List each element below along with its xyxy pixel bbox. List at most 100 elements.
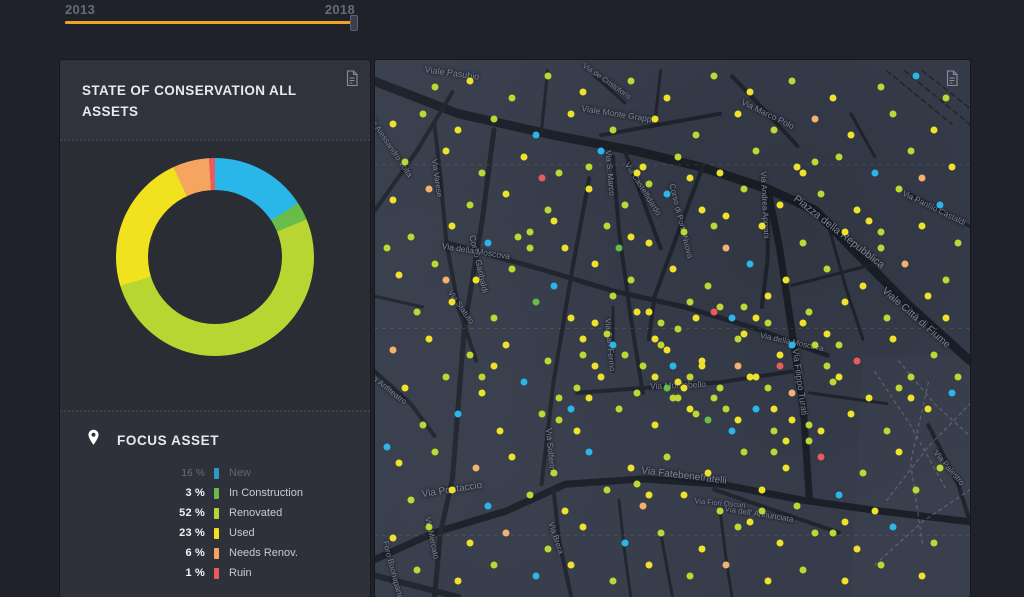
asset-dot[interactable] [799,319,807,327]
asset-dot[interactable] [877,83,885,91]
asset-dot[interactable] [716,303,724,311]
asset-dot[interactable] [817,453,825,461]
asset-dot[interactable] [829,529,837,537]
asset-dot[interactable] [639,163,647,171]
asset-dot[interactable] [579,335,587,343]
asset-dot[interactable] [764,292,772,300]
asset-dot[interactable] [936,464,944,472]
asset-dot[interactable] [764,577,772,585]
asset-dot[interactable] [395,271,403,279]
asset-dot[interactable] [770,405,778,413]
asset-dot[interactable] [698,362,706,370]
asset-dot[interactable] [567,314,575,322]
asset-dot[interactable] [734,362,742,370]
asset-dot[interactable] [680,384,688,392]
asset-dot[interactable] [567,110,575,118]
asset-dot[interactable] [746,373,754,381]
asset-dot[interactable] [532,131,540,139]
asset-dot[interactable] [698,545,706,553]
asset-dot[interactable] [930,539,938,547]
asset-dot[interactable] [585,163,593,171]
asset-dot[interactable] [811,341,819,349]
asset-dot[interactable] [645,180,653,187]
asset-dot[interactable] [627,233,635,241]
asset-dot[interactable] [663,346,671,354]
asset-dot[interactable] [805,421,813,429]
asset-dot[interactable] [454,410,462,418]
asset-dot[interactable] [841,298,849,306]
asset-dot[interactable] [811,158,819,166]
asset-dot[interactable] [883,314,891,322]
asset-dot[interactable] [740,330,748,338]
asset-dot[interactable] [425,185,433,193]
asset-dot[interactable] [841,518,849,526]
asset-dot[interactable] [752,314,760,322]
asset-dot[interactable] [728,314,736,322]
asset-dot[interactable] [603,222,611,230]
legend-row-renovated[interactable]: 52 % Renovated [60,503,370,523]
asset-dot[interactable] [710,72,718,80]
asset-dot[interactable] [788,416,795,424]
asset-dot[interactable] [918,572,926,580]
asset-dot[interactable] [788,389,795,397]
asset-dot[interactable] [776,362,784,370]
asset-dot[interactable] [389,196,397,204]
asset-dot[interactable] [383,244,391,252]
asset-dot[interactable] [419,421,427,429]
asset-dot[interactable] [674,153,682,161]
asset-dot[interactable] [431,260,438,268]
timeline-handle[interactable] [350,15,358,31]
asset-dot[interactable] [829,94,837,102]
asset-dot[interactable] [770,448,778,456]
asset-dot[interactable] [734,523,742,531]
asset-dot[interactable] [478,373,486,381]
asset-dot[interactable] [544,357,552,365]
asset-dot[interactable] [448,298,456,306]
asset-dot[interactable] [674,394,682,402]
asset-dot[interactable] [502,190,510,198]
asset-dot[interactable] [680,228,688,236]
asset-dot[interactable] [490,561,498,569]
asset-dot[interactable] [591,260,599,268]
asset-dot[interactable] [853,206,861,214]
asset-dot[interactable] [936,201,944,209]
asset-dot[interactable] [407,496,415,504]
asset-dot[interactable] [788,341,795,349]
asset-dot[interactable] [734,335,742,343]
asset-dot[interactable] [508,453,516,461]
asset-dot[interactable] [865,217,873,225]
asset-dot[interactable] [609,341,617,349]
asset-dot[interactable] [663,94,671,102]
asset-dot[interactable] [532,298,540,306]
asset-dot[interactable] [805,437,813,445]
asset-dot[interactable] [895,185,903,193]
asset-dot[interactable] [526,228,534,236]
asset-dot[interactable] [698,206,706,214]
asset-dot[interactable] [799,239,807,247]
asset-dot[interactable] [674,378,682,386]
asset-dot[interactable] [508,94,516,102]
asset-dot[interactable] [805,308,813,316]
asset-dot[interactable] [942,314,950,322]
asset-dot[interactable] [645,561,653,569]
asset-dot[interactable] [954,239,962,247]
asset-dot[interactable] [621,201,629,209]
asset-dot[interactable] [954,373,962,381]
asset-dot[interactable] [651,115,659,123]
asset-dot[interactable] [490,314,498,322]
asset-dot[interactable] [627,276,635,284]
asset-dot[interactable] [924,405,932,413]
asset-dot[interactable] [591,319,599,327]
asset-dot[interactable] [591,362,599,370]
asset-dot[interactable] [520,153,528,161]
asset-dot[interactable] [490,115,498,123]
asset-dot[interactable] [550,282,557,290]
asset-dot[interactable] [478,389,486,397]
legend-row-new[interactable]: 16 % New [60,463,370,483]
asset-dot[interactable] [454,577,462,585]
asset-dot[interactable] [502,341,510,349]
asset-dot[interactable] [770,126,778,134]
asset-dot[interactable] [912,486,920,494]
asset-dot[interactable] [663,190,671,198]
asset-dot[interactable] [651,421,659,429]
